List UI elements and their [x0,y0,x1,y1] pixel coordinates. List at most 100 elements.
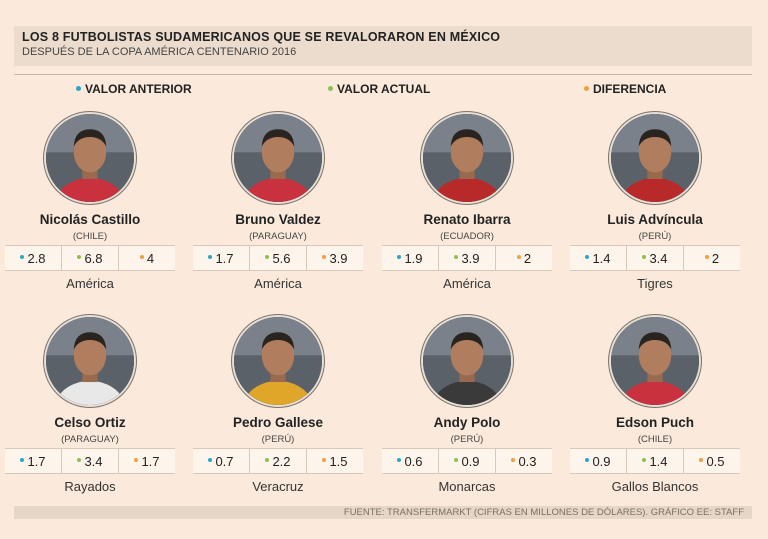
value-dot-previous [208,458,213,462]
value-dot-previous [397,458,402,462]
player-name: Nicolás Castillo [39,212,141,227]
player-name: Luis Advíncula [607,212,703,227]
player-club: América [66,276,114,291]
value-previous: 0.6 [382,449,439,473]
value-previous: 1.7 [5,449,62,473]
value-dot-previous [585,458,590,462]
player-photo [421,315,513,407]
chart-title: LOS 8 FUTBOLISTAS SUDAMERICANOS QUE SE R… [22,30,501,44]
value-current-text: 5.6 [272,250,291,266]
player-club: Veracruz [252,479,304,494]
legend-dot-previous [76,86,81,92]
value-previous-text: 1.7 [27,453,46,469]
value-dot-difference [516,255,521,259]
player-values: 2.8 6.8 4 [5,245,175,271]
value-current: 0.9 [439,449,496,473]
player-country: (CHILE) [72,231,108,242]
value-difference-text: 2 [523,250,532,266]
value-dot-current [77,255,82,259]
value-dot-current [265,458,270,462]
value-difference: 1.5 [307,449,363,473]
value-current: 1.4 [627,449,684,473]
player-photo [44,112,136,204]
value-difference: 4 [119,246,175,270]
player-card: Edson Puch (CHILE) 0.9 1.4 0.5 Gallos Blancos [570,315,740,515]
legend-previous-label: VALOR ANTERIOR [85,82,192,96]
player-card: Bruno Valdez (PARAGUAY) 1.7 5.6 3.9 América [193,112,363,312]
player-card: Pedro Gallese (PERÚ) 0.7 2.2 1.5 Veracruz [193,315,363,515]
value-dot-previous [585,255,590,259]
legend-current-label: VALOR ACTUAL [337,82,431,96]
value-dot-difference [511,458,516,462]
player-photo [44,315,136,407]
value-previous: 1.7 [193,246,250,270]
player-country: (PERÚ) [450,434,484,445]
value-previous-text: 0.9 [592,453,611,469]
player-name: Pedro Gallese [232,415,324,430]
header: LOS 8 FUTBOLISTAS SUDAMERICANOS QUE SE R… [14,26,752,66]
player-club: Rayados [64,479,116,494]
legend-dot-current [328,86,333,92]
legend-dot-difference [584,86,589,92]
player-card: Luis Advíncula (PERÚ) 1.4 3.4 2 Tigres [570,112,740,312]
player-card: Andy Polo (PERÚ) 0.6 0.9 0.3 Monarcas [382,315,552,515]
player-photo [232,112,324,204]
player-name: Edson Puch [615,415,694,430]
player-values: 1.7 3.4 1.7 [5,448,175,474]
player-country: (PARAGUAY) [61,434,119,445]
player-card: Renato Ibarra (ECUADOR) 1.9 3.9 2 América [382,112,552,312]
value-current: 5.6 [250,246,307,270]
value-difference: 0.5 [684,449,740,473]
player-values: 0.6 0.9 0.3 [382,448,552,474]
value-difference-text: 0.5 [706,453,725,469]
value-previous-text: 2.8 [27,250,46,266]
value-previous: 0.9 [570,449,627,473]
value-dot-current [265,255,270,259]
value-previous-text: 1.4 [592,250,611,266]
value-current-text: 3.9 [461,250,480,266]
legend: VALOR ANTERIOR VALOR ACTUAL DIFERENCIA [0,82,768,98]
value-dot-current [454,255,459,259]
value-previous: 1.9 [382,246,439,270]
value-difference: 2 [496,246,552,270]
player-photo [609,315,701,407]
value-difference-text: 3.9 [329,250,348,266]
value-difference: 2 [684,246,740,270]
legend-difference: DIFERENCIA [584,82,666,96]
player-name: Andy Polo [433,415,501,430]
value-dot-current [642,255,647,259]
value-dot-difference [699,458,704,462]
value-dot-difference [322,255,327,259]
player-photo [609,112,701,204]
player-card: Nicolás Castillo (CHILE) 2.8 6.8 4 América [5,112,175,312]
player-club: América [254,276,302,291]
player-name: Renato Ibarra [423,212,511,227]
value-dot-current [454,458,459,462]
player-photo [421,112,513,204]
value-previous: 1.4 [570,246,627,270]
value-previous-text: 0.6 [404,453,423,469]
value-dot-difference [139,255,144,259]
value-current: 3.4 [627,246,684,270]
player-country: (CHILE) [637,434,673,445]
value-dot-current [77,458,82,462]
value-current-text: 2.2 [272,453,291,469]
player-country: (PERÚ) [261,434,295,445]
player-country: (ECUADOR) [440,231,494,242]
chart-subtitle: DESPUÉS DE LA COPA AMÉRICA CENTENARIO 20… [22,46,297,58]
divider [14,74,752,75]
legend-current: VALOR ACTUAL [328,82,430,96]
value-previous-text: 1.7 [215,250,234,266]
player-photo [232,315,324,407]
value-difference: 3.9 [307,246,363,270]
value-current: 2.2 [250,449,307,473]
value-current-text: 3.4 [84,453,103,469]
player-club: Tigres [637,276,673,291]
value-difference: 0.3 [496,449,552,473]
value-previous: 0.7 [193,449,250,473]
value-current-text: 3.4 [649,250,668,266]
value-current-text: 0.9 [461,453,480,469]
player-club: América [443,276,491,291]
value-dot-previous [208,255,213,259]
player-country: (PERÚ) [638,231,672,242]
